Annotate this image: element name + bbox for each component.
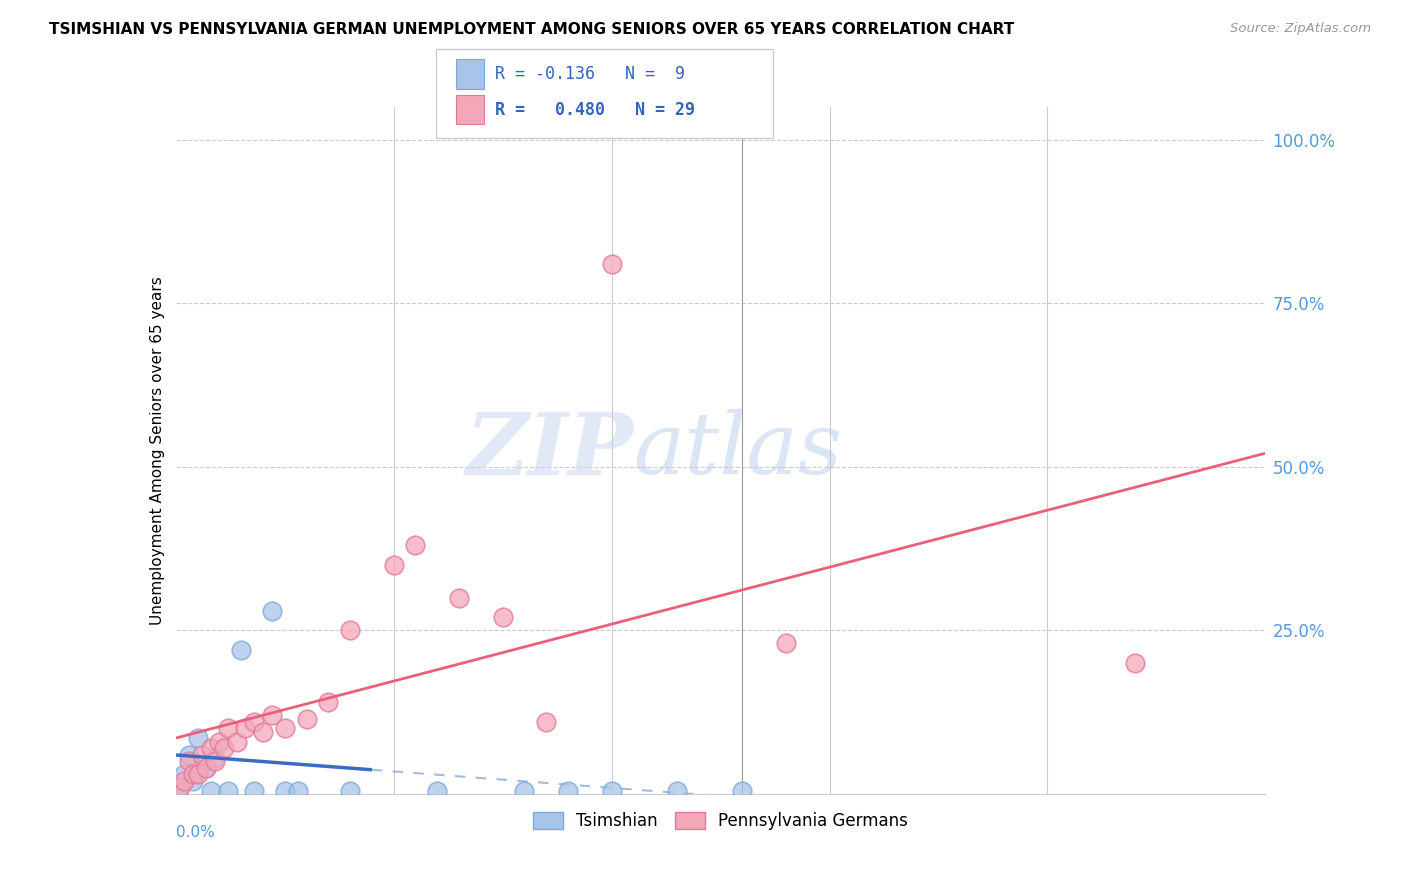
Point bbox=[200, 783, 222, 797]
Text: R = -0.136   N =  9: R = -0.136 N = 9 bbox=[495, 65, 685, 83]
Point bbox=[195, 761, 218, 775]
Point bbox=[177, 747, 200, 762]
Point bbox=[318, 695, 340, 709]
Point bbox=[181, 773, 204, 788]
Point bbox=[600, 257, 623, 271]
Point bbox=[186, 767, 209, 781]
Point bbox=[231, 643, 253, 657]
Point bbox=[274, 783, 297, 797]
Point bbox=[225, 734, 247, 748]
Text: atlas: atlas bbox=[633, 409, 842, 491]
Point bbox=[295, 712, 318, 726]
Point bbox=[666, 783, 689, 797]
Point bbox=[260, 708, 283, 723]
Point bbox=[339, 783, 361, 797]
Text: 0.0%: 0.0% bbox=[176, 825, 215, 839]
Text: Source: ZipAtlas.com: Source: ZipAtlas.com bbox=[1230, 22, 1371, 36]
Point bbox=[252, 724, 274, 739]
Point bbox=[339, 624, 361, 638]
Point bbox=[181, 767, 204, 781]
Point bbox=[1123, 656, 1146, 670]
Point bbox=[200, 741, 222, 756]
Point bbox=[169, 780, 191, 795]
Point bbox=[243, 783, 266, 797]
Text: TSIMSHIAN VS PENNSYLVANIA GERMAN UNEMPLOYMENT AMONG SENIORS OVER 65 YEARS CORREL: TSIMSHIAN VS PENNSYLVANIA GERMAN UNEMPLO… bbox=[49, 22, 1015, 37]
Point bbox=[235, 722, 257, 736]
Point bbox=[212, 741, 235, 756]
Point bbox=[169, 780, 191, 795]
Text: ZIP: ZIP bbox=[465, 409, 633, 492]
Point bbox=[274, 722, 297, 736]
Point bbox=[208, 734, 231, 748]
Text: R =   0.480   N = 29: R = 0.480 N = 29 bbox=[495, 101, 695, 119]
Point bbox=[260, 604, 283, 618]
Point bbox=[173, 773, 195, 788]
Point bbox=[287, 783, 309, 797]
Point bbox=[173, 767, 195, 781]
Point bbox=[731, 783, 754, 797]
Point bbox=[405, 538, 427, 552]
Point bbox=[195, 761, 218, 775]
Point bbox=[191, 747, 214, 762]
Legend: Tsimshian, Pennsylvania Germans: Tsimshian, Pennsylvania Germans bbox=[526, 805, 915, 837]
Point bbox=[217, 722, 239, 736]
Point bbox=[243, 714, 266, 729]
Point bbox=[426, 783, 449, 797]
Y-axis label: Unemployment Among Seniors over 65 years: Unemployment Among Seniors over 65 years bbox=[149, 277, 165, 624]
Point bbox=[492, 610, 515, 624]
Point bbox=[204, 754, 226, 768]
Point bbox=[382, 558, 405, 572]
Point bbox=[513, 783, 536, 797]
Point bbox=[775, 636, 797, 650]
Point bbox=[534, 714, 557, 729]
Point bbox=[600, 783, 623, 797]
Point bbox=[186, 731, 209, 746]
Point bbox=[217, 783, 239, 797]
Point bbox=[557, 783, 579, 797]
Point bbox=[177, 754, 200, 768]
Point bbox=[204, 751, 226, 765]
Point bbox=[447, 591, 470, 605]
